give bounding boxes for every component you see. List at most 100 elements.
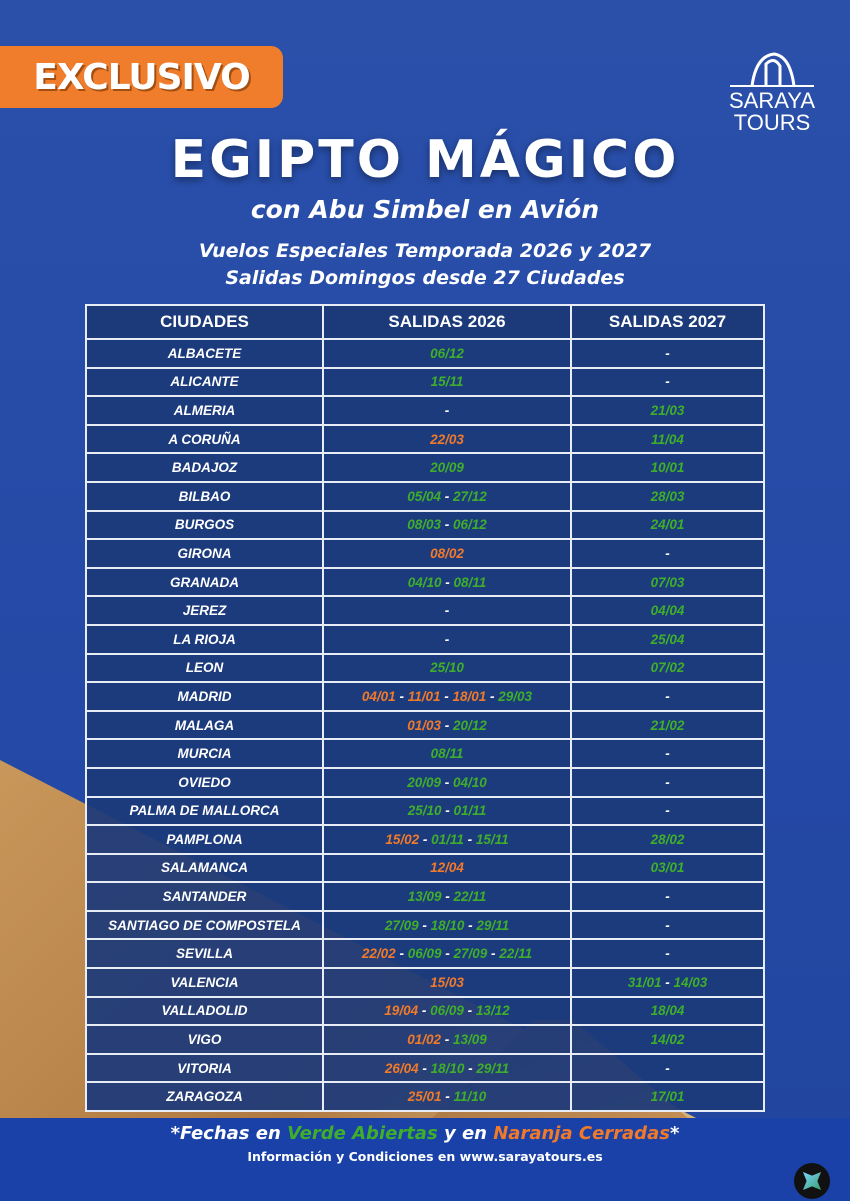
city-cell: ALICANTE <box>85 366 324 398</box>
date-open: 28/02 <box>650 831 685 847</box>
legend-text: * <box>669 1123 680 1144</box>
date-open: 29/03 <box>498 688 533 704</box>
departures-2027-cell: 21/03 <box>570 395 765 426</box>
date-open: 11/10 <box>453 1089 487 1105</box>
date-separator: - <box>441 889 454 905</box>
departures-2027-cell: 28/02 <box>570 824 765 855</box>
subtitle: con Abu Simbel en Avión <box>250 195 600 224</box>
table-row: BILBAO 05/04 - 27/12 28/03 <box>85 480 765 512</box>
date-separator: - <box>441 517 453 533</box>
departures-2026-cell: - <box>322 595 572 626</box>
date-separator: - <box>464 917 477 933</box>
table-row: A CORUÑA 22/03 11/04 <box>85 423 765 455</box>
empty-dash: - <box>665 688 670 704</box>
city-cell: PAMPLONA <box>85 824 324 855</box>
empty-dash: - <box>665 917 670 933</box>
table-row: SANTANDER 13/09 - 22/11- <box>85 881 765 912</box>
date-separator: - <box>463 1003 476 1019</box>
city-cell: MALAGA <box>85 709 324 741</box>
departures-2027-cell: 31/01 - 14/03 <box>570 967 765 998</box>
empty-dash: - <box>665 946 670 962</box>
table-row: LA RIOJA - 25/04 <box>85 623 765 655</box>
date-open: 08/11 <box>430 746 464 762</box>
city-cell: BILBAO <box>85 480 324 512</box>
table-row: ALICANTE 15/11 - <box>85 366 765 398</box>
date-open: 25/10 <box>430 660 464 676</box>
date-open: 01/11 <box>431 831 464 847</box>
saraya-tours-logo: SARAYA TOURS <box>722 50 822 134</box>
app-badge-icon[interactable] <box>794 1163 830 1199</box>
departures-2026-cell: 01/02 - 13/09 <box>322 1024 572 1055</box>
date-closed: 22/02 <box>361 946 396 962</box>
departures-2026-cell: 08/03 - 06/12 <box>322 509 572 541</box>
departures-2026-cell: 04/10 - 08/11 <box>322 566 572 598</box>
city-cell: SEVILLA <box>85 938 324 970</box>
date-separator: - <box>418 1003 431 1019</box>
table-row: MALAGA 01/03 - 20/12 21/02 <box>85 709 765 741</box>
departures-2026-cell: 22/02 - 06/09 - 27/09 - 22/11 <box>322 938 572 970</box>
legend-open: Verde Abiertas <box>287 1123 438 1144</box>
table-row: LEON 25/10 07/02 <box>85 652 765 684</box>
table-row: VIGO 01/02 - 13/09 14/02 <box>85 1024 765 1055</box>
date-open: 25/10 <box>407 803 442 819</box>
date-closed: 26/04 <box>384 1060 419 1076</box>
date-open: 04/10 <box>407 574 442 590</box>
date-closed: 12/04 <box>430 860 464 876</box>
departures-2027-cell: - <box>570 881 765 912</box>
empty-dash: - <box>665 545 670 561</box>
city-cell: VALLADOLID <box>85 995 324 1027</box>
date-open: 11/04 <box>651 431 684 447</box>
departures-2026-cell: 06/12 <box>322 338 572 369</box>
tagline-season: Vuelos Especiales Temporada 2026 y 2027 <box>198 240 652 262</box>
departures-2026-cell: 19/04 - 06/09 - 13/12 <box>322 995 572 1027</box>
departures-2026-cell: 26/04 - 18/10 - 29/11 <box>322 1052 572 1084</box>
date-closed: 08/02 <box>430 545 464 561</box>
city-cell: BADAJOZ <box>85 452 324 483</box>
date-open: 20/09 <box>430 460 464 476</box>
city-cell: GRANADA <box>85 566 324 598</box>
table-row: SANTIAGO DE COMPOSTELA 27/09 - 18/10 - 29… <box>85 909 765 941</box>
city-cell: OVIEDO <box>85 766 324 798</box>
date-closed: 22/03 <box>430 431 464 447</box>
departures-2027-cell: - <box>570 338 765 369</box>
city-cell: VITORIA <box>85 1052 324 1084</box>
empty-dash: - <box>444 402 450 418</box>
date-separator: - <box>440 688 453 704</box>
date-open: 06/09 <box>407 946 442 962</box>
legend-text: y en <box>437 1123 494 1144</box>
table-row: MADRID 04/01 - 11/01 - 18/01 - 29/03- <box>85 681 765 712</box>
city-cell: ALMERIA <box>85 395 324 426</box>
city-cell: LA RIOJA <box>85 623 324 655</box>
date-separator: - <box>441 717 453 733</box>
departures-2027-cell: 14/02 <box>570 1024 765 1055</box>
date-open: 21/02 <box>650 717 685 733</box>
departures-2027-cell: - <box>570 938 765 970</box>
date-open: 13/09 <box>453 1032 487 1048</box>
date-open: 05/04 <box>407 488 441 504</box>
departures-2027-cell: 07/03 <box>570 566 765 598</box>
table-row: ALMERIA - 21/03 <box>85 395 765 426</box>
departures-2026-cell: 08/11 <box>322 738 572 769</box>
departures-2026-cell: 22/03 <box>322 423 572 455</box>
date-separator: - <box>418 1060 431 1076</box>
departures-2027-cell: 25/04 <box>570 623 765 655</box>
departures-2026-cell: 27/09 - 18/10 - 29/11 <box>322 909 572 941</box>
date-open: 18/10 <box>430 1060 465 1076</box>
date-open: 27/09 <box>384 917 419 933</box>
date-separator: - <box>486 688 499 704</box>
date-separator: - <box>463 831 476 847</box>
departures-2027-cell: 18/04 <box>570 995 765 1027</box>
table-row: VALENCIA 15/03 31/01 - 14/03 <box>85 967 765 998</box>
city-cell: PALMA DE MALLORCA <box>85 795 324 827</box>
city-cell: GIRONA <box>85 538 324 569</box>
logo-line1: SARAYA <box>729 88 815 113</box>
departures-2026-cell: 12/04 <box>322 852 572 884</box>
pharaoh-arch-icon <box>730 52 814 87</box>
logo-line2: TOURS <box>733 110 811 135</box>
date-open: 24/01 <box>650 517 685 533</box>
date-open: 25/04 <box>650 631 685 647</box>
date-open: 06/12 <box>453 517 487 533</box>
departures-2026-cell: 20/09 <box>322 452 572 483</box>
departures-2026-cell: 20/09 - 04/10 <box>322 766 572 798</box>
date-open: 10/01 <box>650 460 685 476</box>
